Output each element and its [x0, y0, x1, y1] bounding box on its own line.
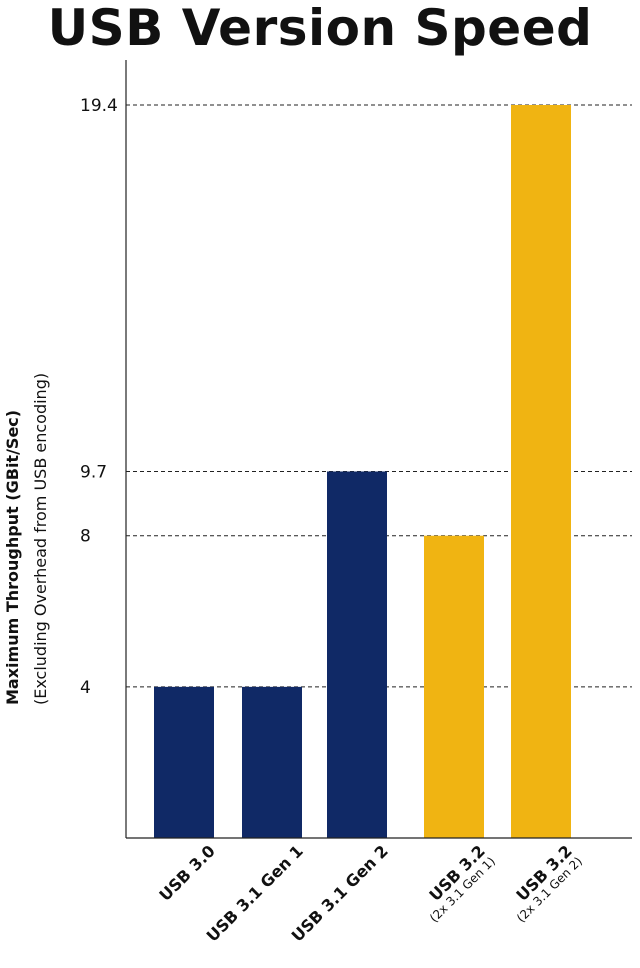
- bar: [154, 686, 214, 838]
- y-axis-label: Maximum Throughput (GBit/Sec): [3, 410, 22, 705]
- bar: [424, 535, 484, 838]
- x-tick-label-group: USB 3.2(2x 3.1 Gen 2): [512, 841, 585, 925]
- x-tick-label: USB 3.0: [155, 841, 218, 904]
- axes: [125, 60, 632, 839]
- y-tick-labels: 4 8 9.7 19.4: [80, 96, 118, 698]
- y-tick-label: 4: [80, 678, 91, 698]
- y-axis-labels: Maximum Throughput (GBit/Sec) (Excluding…: [3, 373, 50, 705]
- bar: [242, 686, 302, 838]
- y-tick-label: 9.7: [80, 463, 107, 483]
- y-axis-sublabel: (Excluding Overhead from USB encoding): [31, 373, 50, 705]
- y-tick-label: 8: [80, 527, 91, 547]
- x-tick-label-group: USB 3.0: [155, 841, 218, 904]
- bar: [511, 105, 571, 838]
- bar: [327, 471, 387, 838]
- y-tick-label: 19.4: [80, 96, 118, 116]
- x-tick-label-group: USB 3.2(2x 3.1 Gen 1): [425, 841, 498, 925]
- bars: [154, 105, 571, 838]
- chart-title: USB Version Speed: [47, 0, 593, 57]
